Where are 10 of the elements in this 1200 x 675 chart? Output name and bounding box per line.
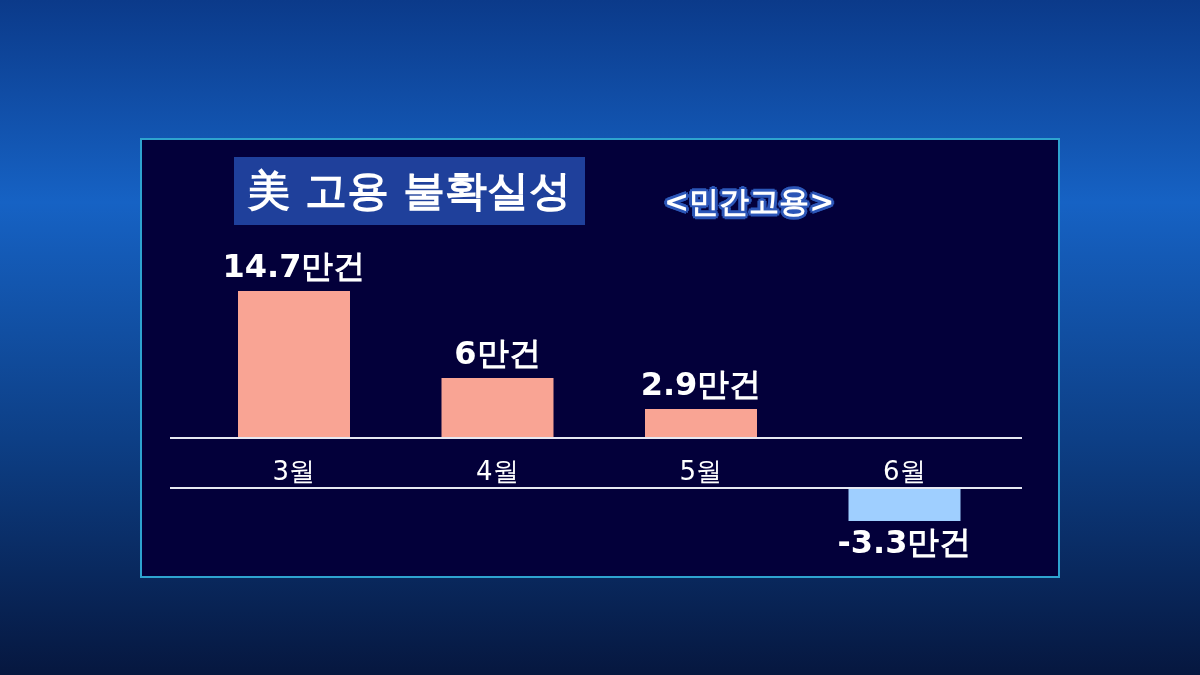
data-label: 2.9만건: [640, 365, 762, 403]
chart-subtitle: <민간고용>: [664, 184, 835, 219]
x-tick-label: 4월: [475, 455, 519, 486]
chart-title: 美 고용 불확실성: [248, 166, 572, 215]
data-label: 6만건: [454, 334, 541, 372]
x-tick-label: 5월: [679, 455, 723, 486]
x-tick-label: 6월: [882, 455, 926, 486]
data-label: 14.7만건: [222, 247, 366, 285]
data-label: -3.3만건: [837, 523, 972, 561]
x-tick-label: 3월: [272, 455, 316, 486]
